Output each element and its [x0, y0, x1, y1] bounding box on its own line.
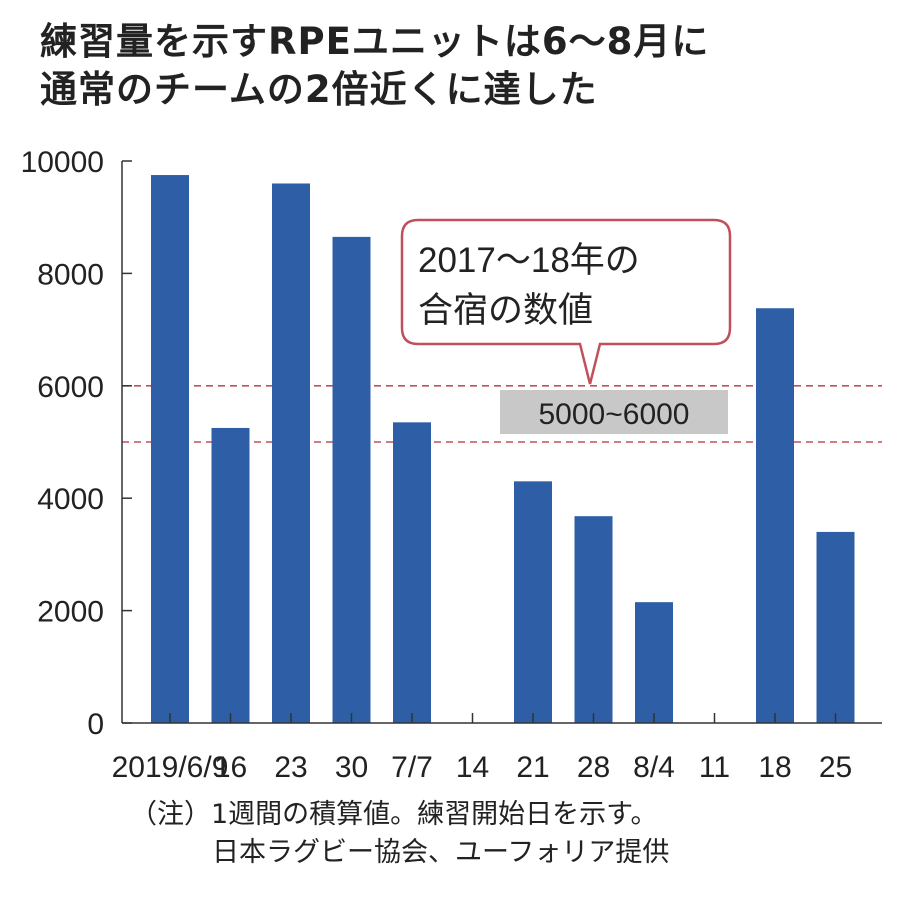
x-tick-label-6: 21: [516, 751, 549, 784]
x-tick-label-8: 8/4: [633, 751, 675, 784]
x-tick-label-10: 18: [758, 751, 791, 784]
x-tick-label-2: 23: [274, 751, 307, 784]
bar-10: [756, 308, 794, 723]
bar-0: [151, 175, 189, 724]
title-line-2: 通常のチームの2倍近くに達した: [40, 68, 598, 111]
y-tick-label-2000: 2000: [37, 596, 104, 629]
x-tick-label-0: 2019/6/9: [112, 751, 229, 784]
y-tick-label-8000: 8000: [37, 258, 104, 291]
callout-line-1: 2017〜18年の: [418, 241, 640, 280]
note-line-2: 日本ラグビー協会、ユーフォリア提供: [212, 837, 670, 868]
bar-3: [332, 236, 371, 723]
bar-11: [816, 531, 855, 723]
y-tick-label-6000: 6000: [37, 371, 104, 404]
x-tick-label-4: 7/7: [391, 751, 433, 784]
bar-2: [272, 183, 310, 724]
y-tick-label-0: 0: [87, 708, 104, 741]
bar-8: [635, 602, 673, 723]
x-tick-label-9: 11: [699, 751, 730, 784]
x-tick-label-5: 14: [456, 751, 489, 784]
note-line-1: （注）1週間の積算値。練習開始日を示す。: [130, 799, 658, 830]
x-tick-label-3: 30: [335, 751, 368, 784]
band-label-box: [500, 390, 728, 434]
band-label: 5000~6000: [539, 398, 690, 431]
title-line-1: 練習量を示すRPEユニットは6〜8月に: [40, 20, 710, 63]
x-tick-label-11: 25: [819, 751, 852, 784]
callout-bubble: [400, 218, 732, 385]
y-tick-label-4000: 4000: [37, 483, 104, 516]
bar-6: [514, 481, 552, 723]
chart-title: 練習量を示すRPEユニットは6〜8月に 通常のチームの2倍近くに達した: [40, 18, 890, 114]
bar-1: [211, 427, 250, 723]
y-tick-label-10000: 10000: [21, 146, 104, 179]
bar-4: [393, 422, 431, 723]
x-tick-label-7: 28: [577, 751, 610, 784]
chart-note: （注）1週間の積算値。練習開始日を示す。 日本ラグビー協会、ユーフォリア提供: [130, 796, 669, 872]
x-tick-label-1: 16: [214, 751, 247, 784]
callout-line-2: 合宿の数値: [418, 291, 593, 330]
bar-7: [574, 516, 613, 723]
